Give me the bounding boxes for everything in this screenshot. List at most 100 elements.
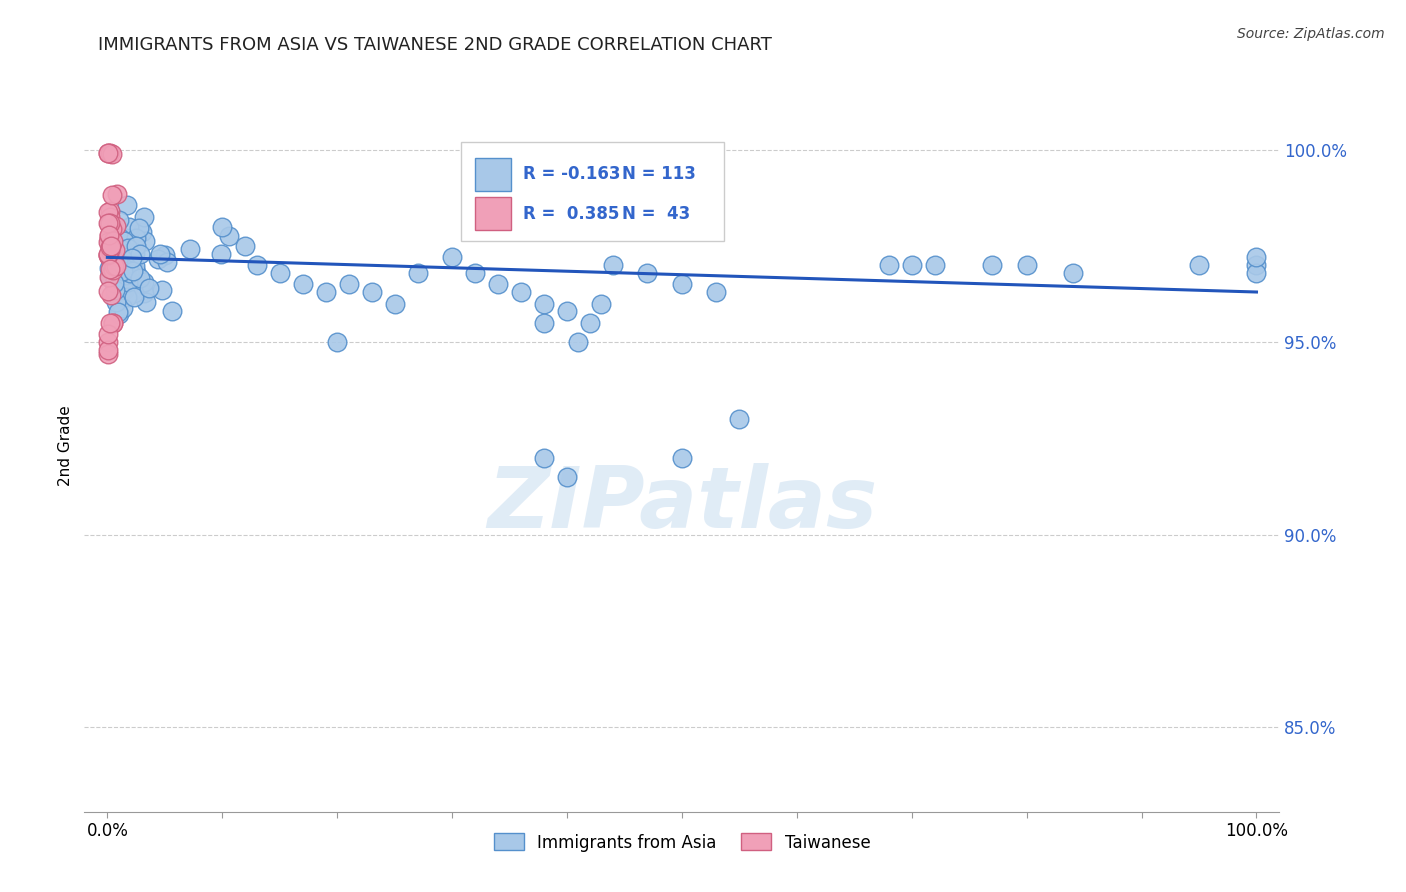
Point [337,277,360,292]
Point [98,229,121,244]
Point [105,186,128,201]
Point [1015,258,1038,272]
Legend: Immigrants from Asia, Taiwanese: Immigrants from Asia, Taiwanese [486,827,877,858]
Point [103,259,125,273]
Point [533,316,555,330]
Point [100,288,122,302]
Point [533,296,555,310]
Y-axis label: 2nd Grade: 2nd Grade [58,406,73,486]
Point [464,266,486,280]
Point [98,204,121,219]
Point [579,316,602,330]
Point [138,281,160,295]
Point [101,316,124,330]
Point [555,304,578,318]
Point [111,284,134,298]
Point [104,257,127,271]
Point [156,255,179,269]
Point [124,259,146,273]
FancyBboxPatch shape [475,158,510,191]
Point [112,253,135,268]
Point [97,146,120,161]
Point [100,257,122,271]
Point [441,251,464,265]
Point [149,247,172,261]
Point [510,285,533,299]
Point [101,274,124,288]
Point [101,146,124,161]
Text: R = -0.163: R = -0.163 [523,165,620,183]
Point [246,258,269,272]
Point [384,296,406,310]
FancyBboxPatch shape [475,197,510,230]
Point [153,248,176,262]
Point [101,222,124,236]
Point [150,283,173,297]
Point [218,229,240,244]
Point [97,343,120,357]
Point [97,327,120,342]
Point [97,334,120,349]
Point [291,277,314,292]
Point [121,264,143,278]
Point [97,235,120,249]
Point [111,264,134,278]
Point [315,285,337,299]
Point [209,247,232,261]
Point [567,334,589,349]
Point [269,266,291,280]
FancyBboxPatch shape [461,143,724,241]
Point [98,243,121,257]
Point [107,267,129,281]
Point [112,283,135,297]
Point [100,187,122,202]
Point [111,277,134,292]
Point [121,251,143,265]
Point [1246,251,1268,265]
Point [98,146,121,161]
Point [101,229,124,244]
Point [1246,266,1268,280]
Point [105,253,128,268]
Point [233,239,256,253]
Point [98,316,121,330]
Point [486,277,509,292]
Point [101,234,124,248]
Point [118,219,141,234]
Point [115,231,138,245]
Point [101,262,124,277]
Point [111,301,134,315]
Point [101,223,124,237]
Point [591,296,613,310]
Point [104,295,127,310]
Point [105,239,128,253]
Point [122,290,145,304]
Point [98,231,121,245]
Point [326,334,349,349]
Point [134,275,156,289]
Point [112,234,135,248]
Point [97,346,120,360]
Point [117,275,139,289]
Point [120,263,142,277]
Point [671,277,693,292]
Point [135,295,157,310]
Point [97,146,120,161]
Point [132,285,155,300]
Point [103,276,125,290]
Text: R =  0.385: R = 0.385 [523,204,619,222]
Point [129,270,152,285]
Point [924,258,946,272]
Point [112,249,135,263]
Text: ZIPatlas: ZIPatlas [486,463,877,546]
Point [134,210,156,224]
Point [104,284,127,298]
Point [98,271,121,285]
Point [97,216,120,230]
Point [103,316,125,330]
Point [125,231,148,245]
Point [107,254,129,268]
Point [97,248,120,262]
Point [1188,258,1211,272]
Point [100,239,122,253]
